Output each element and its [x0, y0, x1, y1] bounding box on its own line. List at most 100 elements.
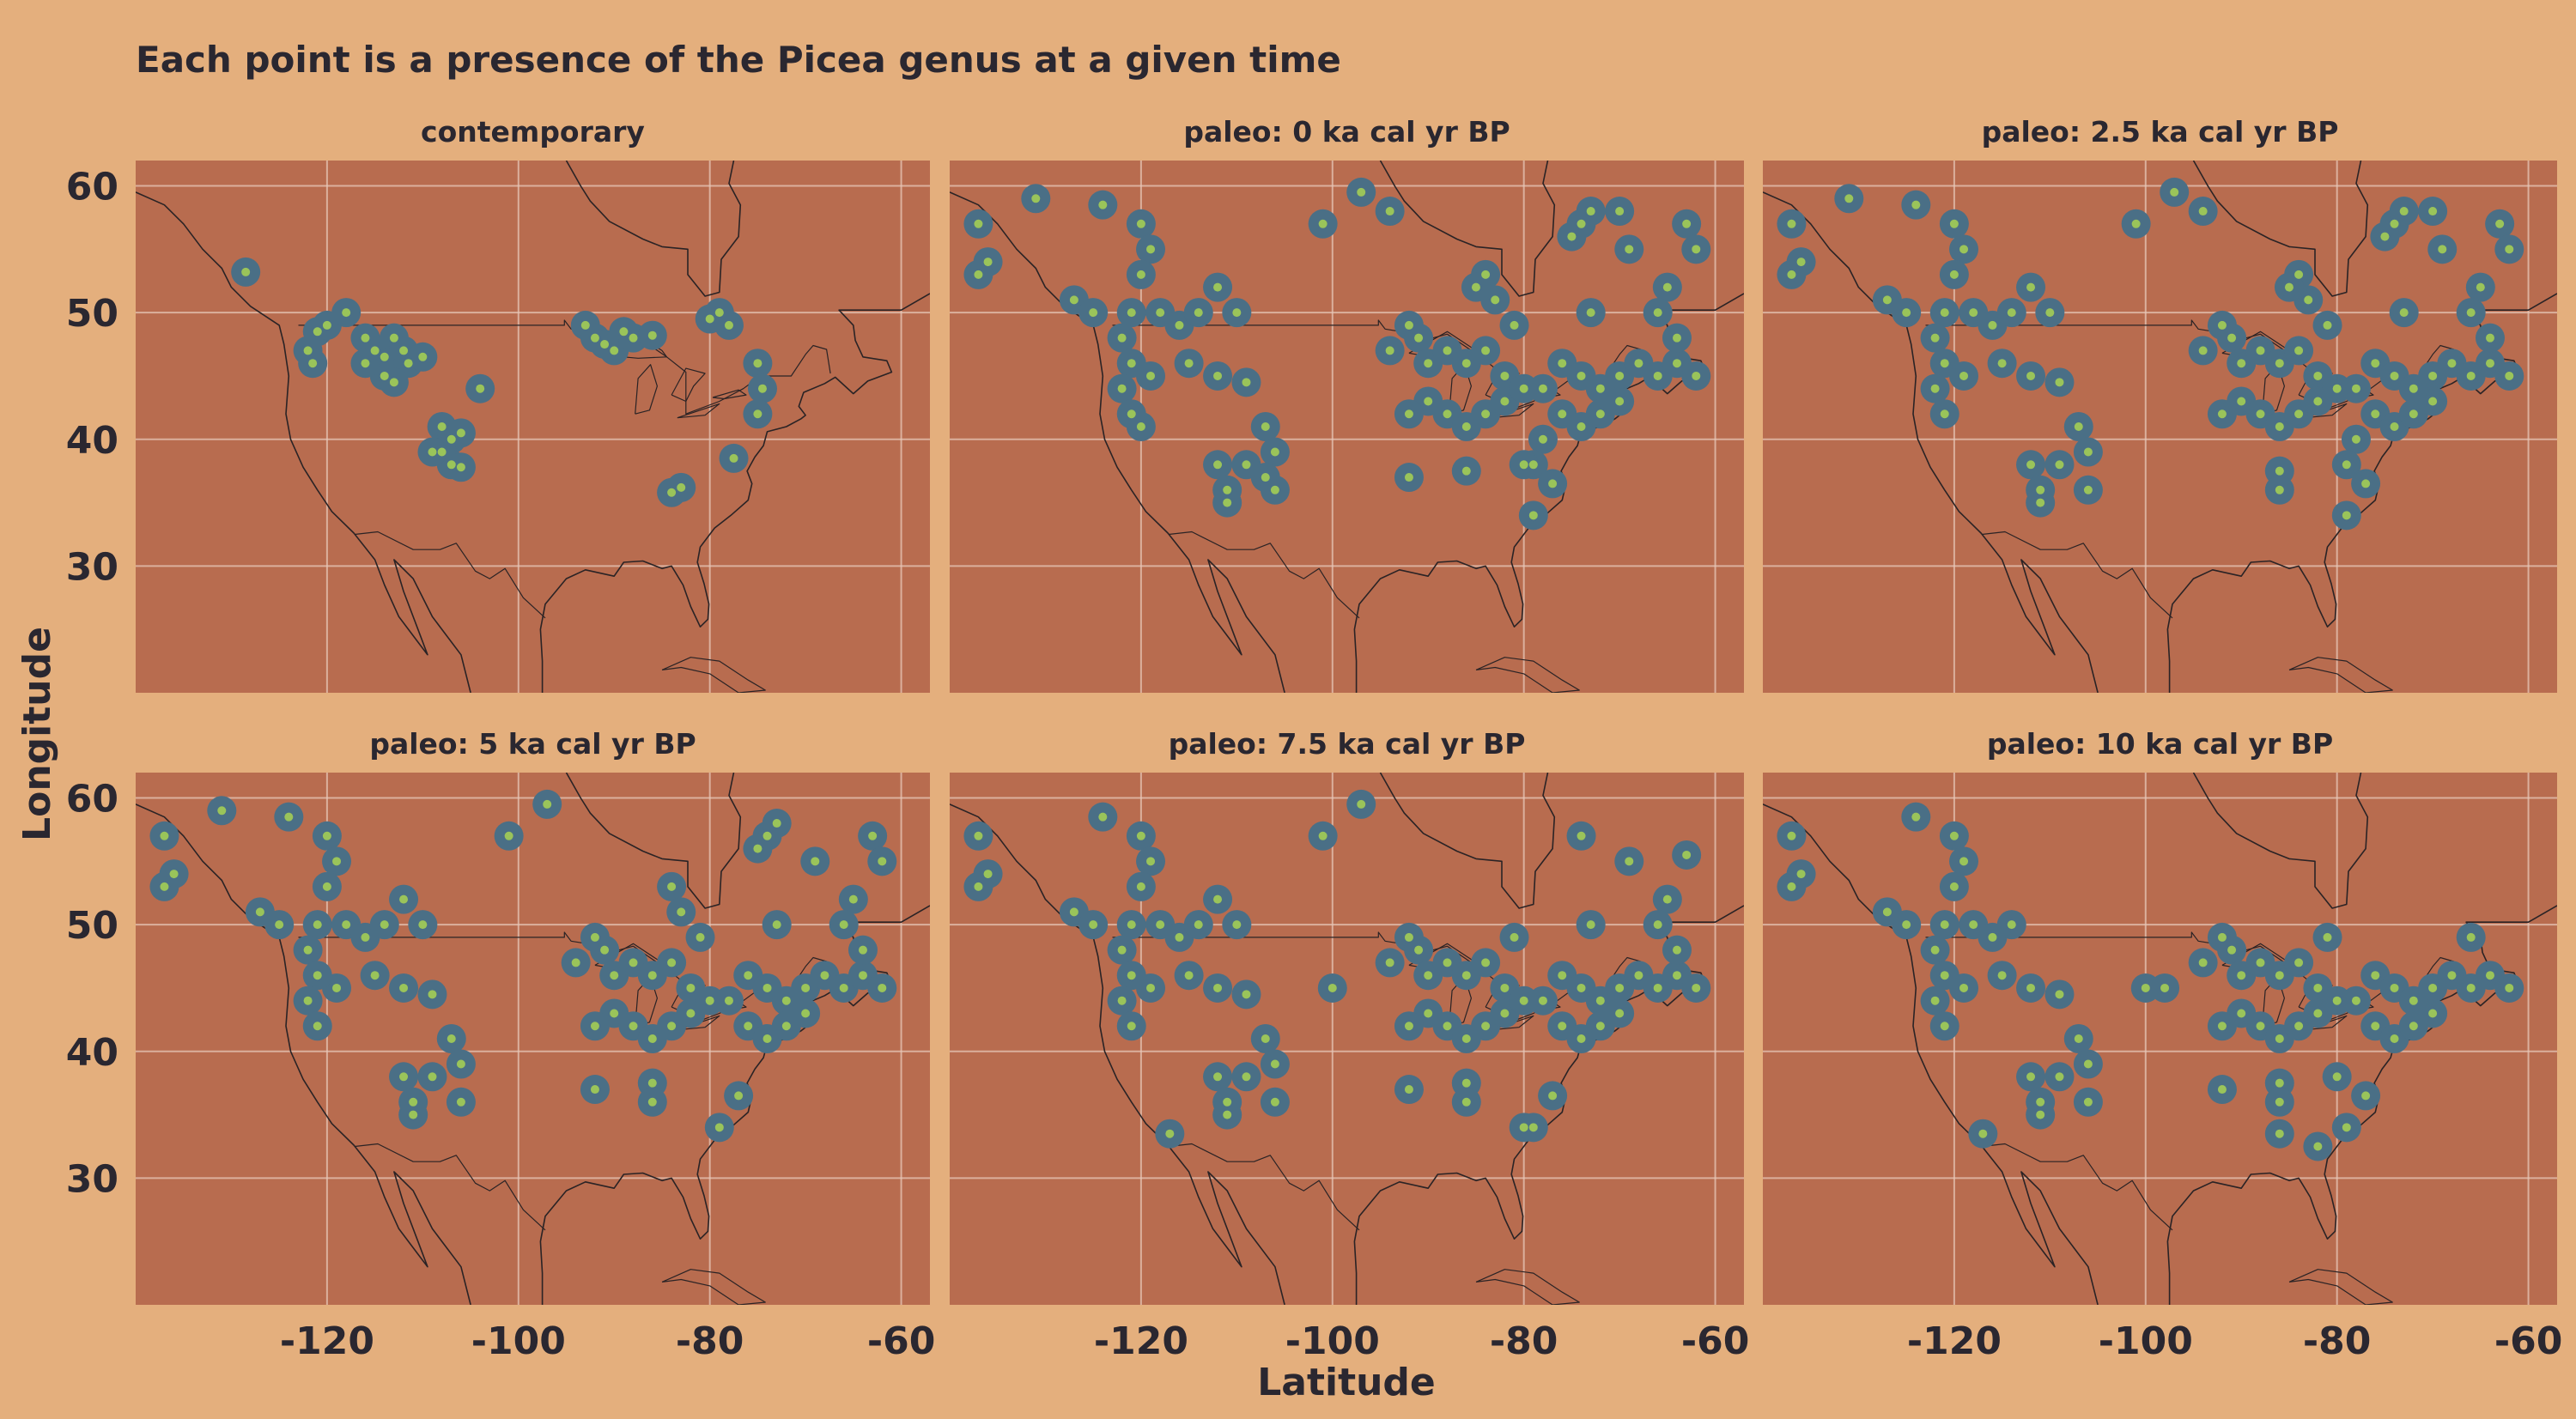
data-point [2409, 384, 2418, 393]
data-point [1213, 460, 1223, 470]
data-point [1242, 460, 1251, 470]
data-point [1500, 983, 1510, 992]
data-point [580, 320, 590, 330]
data-point [1461, 1078, 1471, 1088]
x-tick-label: -60 [2494, 1319, 2563, 1363]
data-point [1653, 371, 1662, 380]
data-point [437, 422, 447, 431]
data-point [2256, 346, 2265, 355]
data-point [2361, 1091, 2371, 1101]
data-point [428, 447, 437, 457]
data-point [361, 333, 370, 343]
data-point [2036, 485, 2045, 494]
data-point [1538, 996, 1547, 1005]
data-point [2217, 320, 2227, 330]
data-point [2428, 983, 2438, 992]
y-tick-label: 50 [66, 904, 118, 948]
data-point [543, 799, 552, 809]
data-point [1586, 207, 1595, 216]
data-point [686, 1009, 696, 1018]
data-point [590, 333, 599, 343]
data-point [2026, 983, 2036, 992]
data-point [275, 920, 284, 930]
data-point [1510, 932, 1519, 942]
data-point [1175, 320, 1184, 330]
data-point [1911, 200, 1921, 209]
data-point [2055, 1072, 2064, 1082]
data-point [2275, 1078, 2284, 1088]
data-point [647, 971, 657, 980]
data-point [2313, 371, 2323, 380]
data-point [610, 971, 619, 980]
data-point [1213, 894, 1223, 904]
data-point [1969, 920, 1978, 930]
panel-background [1763, 161, 2557, 693]
data-point [2083, 447, 2093, 457]
data-point [2361, 479, 2371, 488]
data-point [1213, 371, 1223, 380]
data-point [686, 983, 696, 992]
data-point [437, 447, 447, 457]
data-point [1481, 270, 1491, 279]
lake-outline [712, 389, 747, 400]
data-point [2217, 1085, 2227, 1095]
data-point [2505, 371, 2514, 380]
data-point [878, 983, 887, 992]
data-point [1481, 1022, 1491, 1031]
data-point [342, 920, 351, 930]
coastline [565, 161, 742, 297]
data-point [1930, 333, 1940, 343]
data-point [705, 996, 714, 1005]
data-point [1069, 295, 1078, 305]
data-point [1997, 359, 2007, 368]
data-point [1930, 384, 1940, 393]
facet-panel: paleo: 7.5 ka cal yr BP -120 -100 -80 -60 [950, 727, 1749, 1363]
data-point [1481, 409, 1491, 419]
data-point [1625, 245, 1634, 254]
data-point [1404, 473, 1413, 482]
data-point [456, 428, 465, 438]
data-point [1424, 1009, 1433, 1018]
panel-background [136, 773, 930, 1305]
facet-title: paleo: 0 ka cal yr BP [1183, 115, 1510, 149]
data-point [1117, 384, 1127, 393]
data-point [2371, 359, 2380, 368]
x-tick-label: -60 [1681, 1319, 1750, 1363]
data-point [1577, 371, 1586, 380]
data-point [696, 932, 705, 942]
data-point [2256, 1022, 2265, 1031]
data-point [1357, 799, 1366, 809]
country-border [298, 319, 831, 415]
data-point [1940, 920, 1949, 930]
facet-title: paleo: 7.5 ka cal yr BP [1169, 727, 1526, 761]
data-point [1911, 812, 1921, 822]
data-point [600, 945, 610, 955]
data-point [1949, 831, 1959, 840]
data-point [1615, 371, 1625, 380]
data-point [409, 1097, 418, 1107]
x-tick-label: -120 [1907, 1319, 2002, 1363]
data-point [1461, 422, 1471, 431]
data-point [1634, 359, 1643, 368]
data-point [2275, 971, 2284, 980]
coastline [950, 191, 1285, 693]
data-point [1558, 1022, 1567, 1031]
island-outline [661, 657, 766, 693]
data-point [820, 971, 829, 980]
data-point [2313, 397, 2323, 406]
data-point [1692, 371, 1701, 380]
data-point [2275, 359, 2284, 368]
facet-panel: paleo: 10 ka cal yr BP -120 -100 -80 -60 [1763, 727, 2562, 1363]
data-point [1232, 920, 1242, 930]
data-point [2083, 1059, 2093, 1069]
data-point [2083, 485, 2093, 494]
data-point [753, 844, 762, 853]
data-point [667, 488, 677, 497]
data-point [1270, 1097, 1279, 1107]
data-point [1959, 245, 1969, 254]
data-point [2198, 346, 2208, 355]
data-point [610, 1009, 619, 1018]
data-point [1194, 920, 1203, 930]
data-point [1653, 983, 1662, 992]
data-point [571, 958, 580, 967]
